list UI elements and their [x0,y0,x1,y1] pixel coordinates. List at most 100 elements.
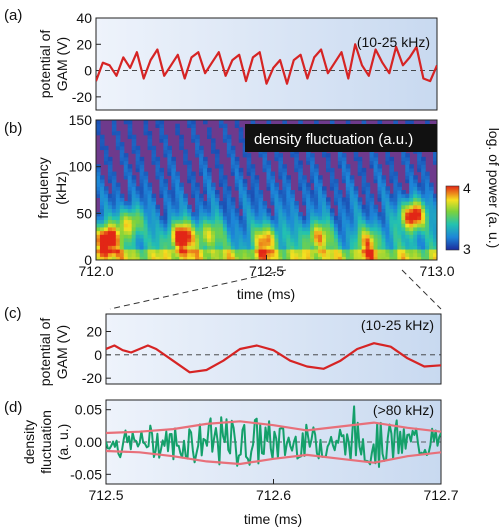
heatmap-cell [115,237,121,243]
heatmap-cell [333,230,339,235]
heatmap-cell [171,164,176,169]
heatmap-cell [302,197,307,202]
heatmap-cell [373,160,379,165]
heatmap-cell [127,223,133,228]
heatmap-cell [282,256,287,260]
heatmap-cell [195,149,200,154]
heatmap-cell [329,212,335,217]
heatmap-cell [210,193,216,198]
heatmap-cell [286,190,291,195]
heatmap-cell [274,245,279,250]
heatmap-cell [163,193,168,198]
heatmap-cell [341,201,347,206]
heatmap-cell [290,212,295,217]
heatmap-cell [290,248,295,254]
heatmap-cell [258,190,264,195]
heatmap-cell [254,248,260,254]
heatmap-cell [397,219,402,224]
heatmap-cell [135,234,141,239]
heatmap-cell [207,252,212,257]
heatmap-cell [147,215,153,221]
heatmap-cell [230,230,236,235]
heatmap-cell [143,182,149,187]
heatmap-cell [210,241,216,246]
heatmap-cell [393,201,398,206]
heatmap-cell [167,160,172,165]
heatmap-cell [210,212,216,217]
heatmap-cell [314,234,319,239]
heatmap-cell [195,245,200,250]
heatmap-cell [151,215,157,221]
heatmap-cell [171,156,176,162]
heatmap-cell [131,223,137,228]
heatmap-cell [377,193,383,198]
heatmap-cell [325,164,331,169]
heatmap-cell [341,226,347,232]
heatmap-cell [230,201,236,206]
heatmap-cell [191,245,196,250]
heatmap-cell [218,208,224,213]
heatmap-cell [345,175,351,180]
heatmap-cell [238,252,244,257]
heatmap-cell [103,190,109,195]
heatmap-cell [218,164,224,169]
heatmap-cell [258,241,264,246]
heatmap-cell [159,131,165,136]
heatmap-cell [425,197,430,202]
heatmap-cell [369,212,375,217]
heatmap-cell [147,226,153,232]
heatmap-cell [131,208,137,213]
heatmap-cell [298,175,303,180]
heatmap-cell [409,182,414,187]
heatmap-cell [397,223,402,228]
heatmap-cell [361,186,367,191]
c-ytick-label-0: 20 [86,324,102,340]
heatmap-cell [377,219,383,224]
heatmap-cell [242,219,248,224]
heatmap-cell [179,234,184,239]
heatmap-cell [417,156,422,162]
heatmap-cell [207,248,212,254]
heatmap-cell [254,197,260,202]
heatmap-cell [115,215,121,221]
heatmap-cell [103,219,109,224]
heatmap-cell [421,223,426,228]
heatmap-cell [413,223,418,228]
heatmap-cell [298,164,303,169]
heatmap-cell [131,182,137,187]
heatmap-cell [258,212,264,217]
heatmap-cell [99,241,105,246]
heatmap-cell [397,190,402,195]
heatmap-cell [377,190,383,195]
heatmap-cell [242,248,248,254]
heatmap-cell [349,208,355,213]
heatmap-cell [310,167,315,173]
heatmap-cell [433,256,437,260]
heatmap-cell [314,167,319,173]
heatmap-cell [306,241,311,246]
heatmap-cell [147,256,153,260]
heatmap-cell [262,248,268,254]
heatmap-cell [123,223,129,228]
heatmap-cell [401,156,406,162]
heatmap-cell [318,204,323,210]
heatmap-cell [111,120,117,125]
heatmap-cell [258,252,264,257]
heatmap-cell [147,248,153,254]
heatmap-cell [175,237,180,243]
heatmap-cell [147,145,153,151]
heatmap-cell [365,212,371,217]
ylabel-b-line2: (kHz) [53,171,69,204]
heatmap-cell [207,182,212,187]
heatmap-cell [96,215,101,221]
heatmap-cell [175,248,180,254]
heatmap-cell [337,153,343,158]
heatmap-cell [314,252,319,257]
heatmap-cell [425,248,430,254]
heatmap-cell [250,171,256,176]
heatmap-cell [167,256,172,260]
heatmap-cell [246,248,252,254]
heatmap-cell [421,197,426,202]
heatmap-cell [103,193,109,198]
heatmap-cell [349,230,355,235]
